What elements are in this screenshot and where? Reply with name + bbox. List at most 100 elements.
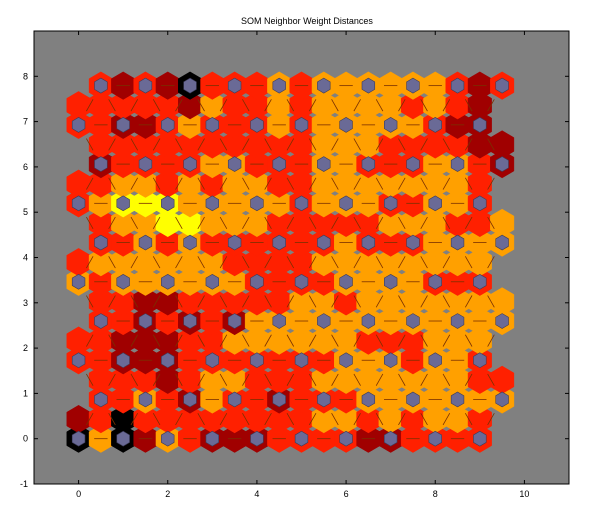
neighbor-line [286,334,295,347]
distance-cells [66,71,515,453]
neighbor-line [242,216,250,230]
neighbor-line [219,138,228,151]
neighbor-line [197,256,205,269]
neighbor-line [308,216,317,230]
neuron [294,430,309,447]
neighbor-line [331,373,339,386]
y-tick-label: 7 [23,117,28,127]
neighbor-line [353,216,361,230]
neighbor-line [487,138,495,151]
neuron [138,391,153,408]
neuron [161,273,175,290]
neuron [317,156,331,172]
neighbor-line [264,99,272,112]
neuron [227,234,242,251]
neighbor-line [375,177,384,190]
neighbor-line [219,216,228,230]
neuron [383,195,398,212]
neuron [227,77,242,94]
neighbor-line [286,216,295,230]
neighbor-line [375,216,384,230]
neuron [383,273,398,290]
x-tick-label: 10 [519,489,529,499]
x-tick-label: 8 [433,489,438,499]
neighbor-line [353,256,361,269]
neighbor-line [464,256,473,269]
neighbor-line [353,413,361,426]
neuron [272,234,286,251]
neighbor-line [242,373,250,386]
neighbor-line [130,373,139,386]
neuron [183,313,197,329]
neighbor-line [464,295,473,308]
neuron [71,430,86,447]
neuron [473,117,487,133]
y-axis: -1 0 1 2 3 4 5 6 7 8 [20,71,569,489]
neighbor-line [242,334,250,347]
neighbor-line [242,99,250,112]
neighbor-line [175,373,183,386]
neighbor-line [353,177,361,190]
neighbor-line [487,373,495,386]
neighbor-line [264,138,272,151]
neighbor-line [197,413,205,426]
neighbor-line [86,256,94,269]
neuron [161,195,175,212]
neighbor-line [108,256,116,269]
neighbor-line [420,138,428,151]
neighbor-line [308,99,317,112]
neuron [272,313,286,329]
neighbor-line [197,216,205,230]
neighbor-line [242,177,250,190]
neuron [294,117,309,133]
neighbor-line [86,177,94,190]
neuron [205,352,219,369]
neighbor-line [197,177,205,190]
neighbor-line [242,413,250,426]
neighbor-line [152,256,161,269]
neighbor-line [108,177,116,190]
neuron [116,195,130,212]
neuron [71,273,86,290]
neighbor-line [487,413,495,426]
neighbor-line [375,373,384,386]
neighbor-line [286,373,295,386]
neuron [161,352,175,369]
neighbor-line [86,413,94,426]
neuron [495,77,509,94]
neighbor-line [286,177,295,190]
neuron [183,77,197,94]
neighbor-line [264,373,272,386]
neighbor-line [331,413,339,426]
neighbor-line [108,334,116,347]
neuron [406,391,420,408]
neighbor-line [464,177,473,190]
neuron [428,195,442,212]
neuron [473,352,487,369]
neighbor-line [331,256,339,269]
distance-cell [490,365,515,394]
neuron [71,352,86,369]
neighbor-line [375,295,384,308]
neighbor-line [219,413,228,426]
neighbor-line [308,413,317,426]
neighbor-line [442,177,451,190]
neuron [406,234,420,251]
neuron [227,313,242,329]
neighbor-line [219,256,228,269]
neuron [473,273,487,290]
neighbor-line [420,177,428,190]
distance-cell [490,287,515,316]
neighbor-line [242,256,250,269]
neuron [495,313,509,329]
neighbor-line [331,99,339,112]
neighbor-line [398,216,406,230]
neuron [339,352,353,369]
neighbor-line [442,216,451,230]
neuron [227,391,242,408]
neighbor-line [197,99,205,112]
neighbor-line [197,138,205,151]
neuron [183,391,197,408]
neighbor-line [420,216,428,230]
